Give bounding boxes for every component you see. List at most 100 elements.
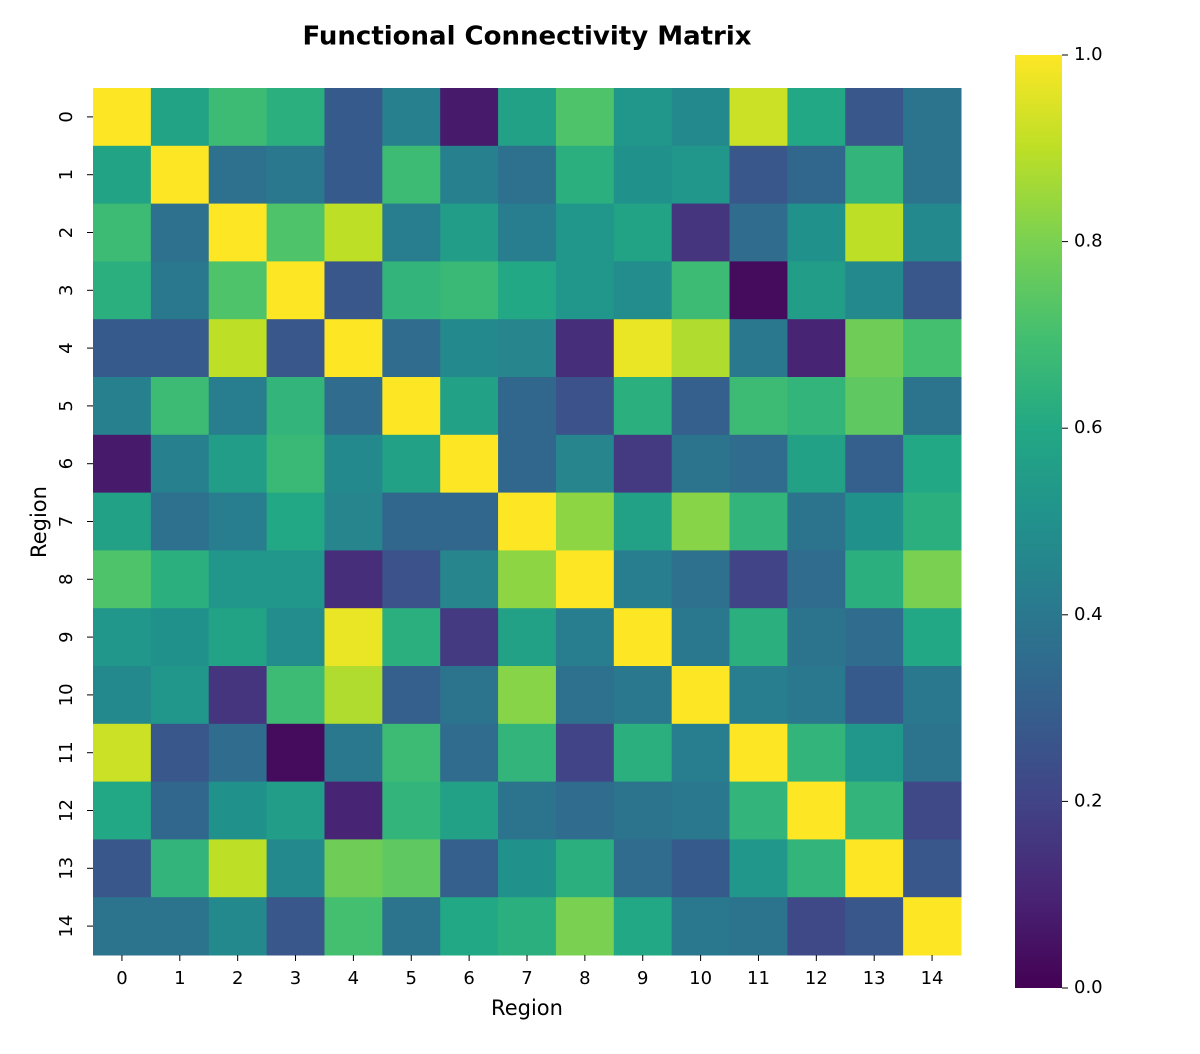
chart-title: Functional Connectivity Matrix <box>302 22 751 52</box>
heatmap-cell <box>555 550 615 609</box>
heatmap-cell <box>845 492 904 551</box>
y-tick-label: 11 <box>56 741 77 764</box>
heatmap-cell <box>845 145 904 205</box>
heatmap-cell <box>266 492 325 551</box>
heatmap-cell <box>266 608 325 667</box>
heatmap-cell <box>498 839 557 898</box>
heatmap-cell <box>555 434 615 494</box>
heatmap-cell <box>787 723 846 783</box>
heatmap-cell <box>324 839 383 898</box>
heatmap-cell <box>266 145 325 205</box>
colorbar-tick-label: 0.6 <box>1074 417 1103 438</box>
heatmap-cell <box>93 377 152 436</box>
x-tick-label: 1 <box>174 968 185 989</box>
heatmap-cell <box>671 608 731 667</box>
heatmap-cell <box>555 666 615 725</box>
heatmap-cell <box>266 550 325 609</box>
heatmap-cell <box>555 261 615 320</box>
heatmap-cell <box>382 839 441 898</box>
heatmap-cell <box>324 781 383 840</box>
heatmap-cell <box>93 897 152 956</box>
y-tick-label: 14 <box>56 915 77 938</box>
heatmap-cell <box>150 550 210 609</box>
heatmap-cell <box>208 377 268 436</box>
heatmap-cell <box>93 608 152 667</box>
heatmap-cell <box>613 608 673 667</box>
x-tick-label: 2 <box>232 968 243 989</box>
heatmap-cell <box>903 377 962 436</box>
heatmap-cell <box>613 377 673 436</box>
heatmap-cell <box>324 723 383 783</box>
colorbar-tick-label: 0.8 <box>1074 231 1103 252</box>
heatmap-cell <box>208 88 268 147</box>
heatmap-cell <box>266 319 325 378</box>
y-tick-label: 1 <box>56 169 77 180</box>
x-tick-label: 8 <box>579 968 590 989</box>
heatmap-cell <box>382 550 441 609</box>
heatmap-cell <box>208 319 268 378</box>
heatmap-cell <box>324 319 383 378</box>
heatmap-cell <box>440 261 499 320</box>
heatmap-cell <box>613 781 673 840</box>
colorbar-tick-label: 0.0 <box>1074 977 1103 998</box>
heatmap-cell <box>324 492 383 551</box>
heatmap-cell <box>324 608 383 667</box>
heatmap-cell <box>903 666 962 725</box>
heatmap-cell <box>671 145 731 205</box>
heatmap-cell <box>266 666 325 725</box>
y-tick-label: 0 <box>56 111 77 122</box>
heatmap-cell <box>613 145 673 205</box>
heatmap-cell <box>150 434 210 494</box>
heatmap-cell <box>150 492 210 551</box>
heatmap-cell <box>93 319 152 378</box>
heatmap-cell <box>613 203 673 262</box>
heatmap-cell <box>498 723 557 783</box>
heatmap-cell <box>903 897 962 956</box>
heatmap-cell <box>729 434 788 494</box>
y-tick-label: 8 <box>56 574 77 585</box>
heatmap-cell <box>729 839 788 898</box>
heatmap-cell <box>787 434 846 494</box>
heatmap-cell <box>671 897 731 956</box>
heatmap-cell <box>555 88 615 147</box>
heatmap-cell <box>266 897 325 956</box>
colorbar-tick-label: 1.0 <box>1074 44 1103 65</box>
heatmap-cell <box>382 781 441 840</box>
heatmap-cell <box>845 781 904 840</box>
heatmap-cell <box>93 434 152 494</box>
heatmap-cell <box>903 723 962 783</box>
heatmap-cell <box>208 550 268 609</box>
heatmap-cell <box>498 88 557 147</box>
heatmap-cell <box>93 666 152 725</box>
heatmap-cell <box>150 377 210 436</box>
heatmap-cell <box>671 666 731 725</box>
heatmap-cell <box>729 897 788 956</box>
heatmap-cell <box>324 550 383 609</box>
heatmap-cell <box>555 203 615 262</box>
heatmap-cell <box>903 550 962 609</box>
heatmap-cell <box>498 666 557 725</box>
heatmap-cell <box>903 434 962 494</box>
heatmap-cell <box>671 434 731 494</box>
heatmap-cell <box>150 897 210 956</box>
heatmap-cell <box>93 88 152 147</box>
heatmap-cell <box>324 666 383 725</box>
x-tick-label: 9 <box>637 968 648 989</box>
x-tick-label: 5 <box>406 968 417 989</box>
heatmap-cell <box>845 203 904 262</box>
heatmap-cell <box>671 261 731 320</box>
heatmap-cell <box>845 723 904 783</box>
y-tick-label: 5 <box>56 400 77 411</box>
heatmap-cell <box>498 897 557 956</box>
heatmap-cell <box>150 203 210 262</box>
heatmap-cell <box>266 434 325 494</box>
y-axis-label: Region <box>27 486 51 558</box>
heatmap-cell <box>440 319 499 378</box>
heatmap-cell <box>382 492 441 551</box>
x-tick-label: 7 <box>521 968 532 989</box>
heatmap-cell <box>150 261 210 320</box>
heatmap-cell <box>903 781 962 840</box>
heatmap-cell <box>498 550 557 609</box>
x-tick-label: 3 <box>290 968 301 989</box>
heatmap-cell <box>787 261 846 320</box>
